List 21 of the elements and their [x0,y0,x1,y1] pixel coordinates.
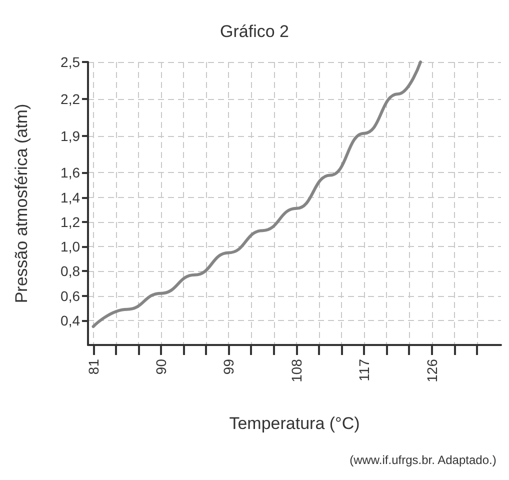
x-tick-label: 126 [424,358,440,382]
y-axis-title: Pressão atmosférica (atm) [12,104,31,304]
y-tick-label: 1,4 [60,189,80,206]
text: (www.if.ufrgs.br. Adaptado.) [350,453,496,467]
x-tick-label: 81 [85,358,102,375]
line-series [92,60,422,328]
y-tick-label: 1,9 [60,128,80,144]
x-tick-label: 90 [152,358,169,375]
chart-title: Gráfico 2 [220,22,289,41]
x-tick-label: 108 [288,358,304,382]
y-tick-label: 1,6 [60,164,80,181]
x-axis-title: Temperatura (°C) [229,414,360,433]
x-tick-label: 99 [220,358,237,375]
y-tick-label: 2,2 [60,90,80,107]
y-tick-label: 1,2 [60,214,80,230]
y-tick-label: 0,8 [60,263,80,280]
y-tick-label: 0,6 [60,288,80,304]
y-tick-label: 2,5 [60,54,80,70]
y-tick-label: 1,0 [60,238,80,255]
y-tick-label: 0,4 [60,312,80,328]
x-tick-label: 117 [356,358,372,382]
